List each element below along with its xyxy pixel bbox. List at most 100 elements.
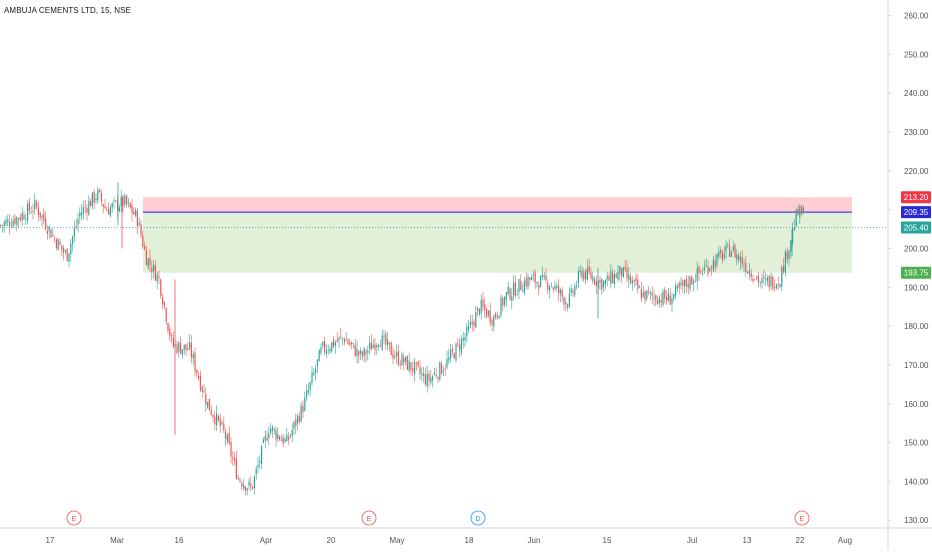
- candle: [46, 224, 48, 240]
- entry-price-label-text: 209.35: [904, 208, 929, 217]
- earnings-marker[interactable]: E: [794, 510, 810, 526]
- candle: [540, 275, 542, 288]
- candle-body: [280, 439, 282, 441]
- candle-body: [583, 272, 585, 280]
- candle-body: [144, 246, 146, 250]
- candle: [633, 278, 635, 288]
- candle: [617, 264, 619, 283]
- candle: [757, 271, 759, 288]
- candle: [667, 287, 669, 302]
- candle: [795, 208, 797, 228]
- candle-body: [574, 286, 576, 295]
- candle-body: [421, 373, 423, 376]
- candle-body: [27, 204, 29, 221]
- earnings-marker[interactable]: E: [361, 510, 377, 526]
- candle: [529, 277, 531, 286]
- candle-body: [190, 342, 192, 358]
- candle-body: [61, 245, 63, 250]
- candle-body: [124, 195, 126, 206]
- candle-body: [104, 206, 106, 209]
- candle: [115, 199, 117, 203]
- candle-body: [558, 286, 560, 294]
- candle: [219, 413, 221, 433]
- candle-body: [106, 209, 108, 211]
- y-tick-label: 160.00: [904, 400, 929, 409]
- candle-body: [639, 287, 641, 289]
- candle-body: [46, 230, 48, 234]
- candle-body: [702, 273, 704, 275]
- candle-body: [784, 251, 786, 273]
- candle: [199, 370, 201, 392]
- candle: [408, 352, 410, 373]
- candle-body: [307, 389, 309, 393]
- candle: [221, 420, 223, 426]
- candle: [509, 287, 511, 302]
- candle: [306, 383, 308, 402]
- candle-body: [214, 417, 216, 425]
- candle-body: [482, 299, 484, 307]
- candle-body: [522, 291, 524, 292]
- dividend-marker[interactable]: D: [470, 510, 486, 526]
- candle-body: [126, 195, 128, 205]
- candle-body: [694, 281, 696, 283]
- candle: [775, 283, 777, 290]
- candle-body: [567, 304, 569, 308]
- candle: [781, 265, 783, 292]
- candle-body: [457, 342, 459, 344]
- candle: [725, 240, 727, 260]
- candle-body: [590, 272, 592, 279]
- time-axis[interactable]: 17 Mar 16 Apr 20 May 18 Jun 15 Jul 13 22 Aug: [0, 527, 932, 545]
- candle: [669, 288, 671, 305]
- candle: [356, 340, 358, 364]
- earnings-marker[interactable]: E: [66, 510, 82, 526]
- candle: [0, 223, 2, 228]
- candle: [307, 382, 309, 396]
- candle-body: [644, 290, 646, 301]
- candle-body: [230, 442, 232, 457]
- candle: [129, 202, 131, 209]
- candle-body: [538, 284, 540, 289]
- candle-body: [88, 201, 90, 215]
- candle: [532, 269, 534, 282]
- candle-body: [667, 292, 669, 301]
- candle: [577, 266, 579, 288]
- candle: [185, 344, 187, 357]
- candle: [552, 286, 554, 294]
- candle-body: [30, 212, 32, 214]
- candle-body: [408, 360, 410, 372]
- candle-body: [489, 310, 491, 323]
- candle: [680, 276, 682, 290]
- candle: [21, 206, 23, 227]
- candle: [759, 280, 761, 288]
- candle-body: [25, 219, 27, 221]
- candle: [318, 349, 320, 362]
- candle: [766, 274, 768, 286]
- candle-body: [466, 326, 468, 337]
- candle-body: [396, 352, 398, 357]
- candle: [752, 274, 754, 284]
- candle-body: [721, 251, 723, 260]
- candle-body: [352, 343, 354, 345]
- candle-body: [374, 344, 376, 350]
- candle: [63, 245, 65, 261]
- candle-body: [750, 273, 752, 278]
- candle-body: [329, 349, 331, 352]
- candle: [475, 305, 477, 328]
- candle: [277, 427, 279, 443]
- candle: [113, 196, 115, 209]
- candle-body: [757, 275, 759, 283]
- candle-body: [628, 274, 630, 281]
- candle-body: [115, 200, 117, 202]
- candle: [153, 259, 155, 279]
- candle: [421, 366, 423, 381]
- candle-body: [705, 265, 707, 267]
- candle: [691, 274, 693, 285]
- candle-body: [385, 333, 387, 345]
- candle: [487, 309, 489, 318]
- candle-body: [698, 266, 700, 274]
- candle-body: [754, 279, 756, 281]
- candle: [131, 198, 133, 222]
- candle-body: [612, 272, 614, 283]
